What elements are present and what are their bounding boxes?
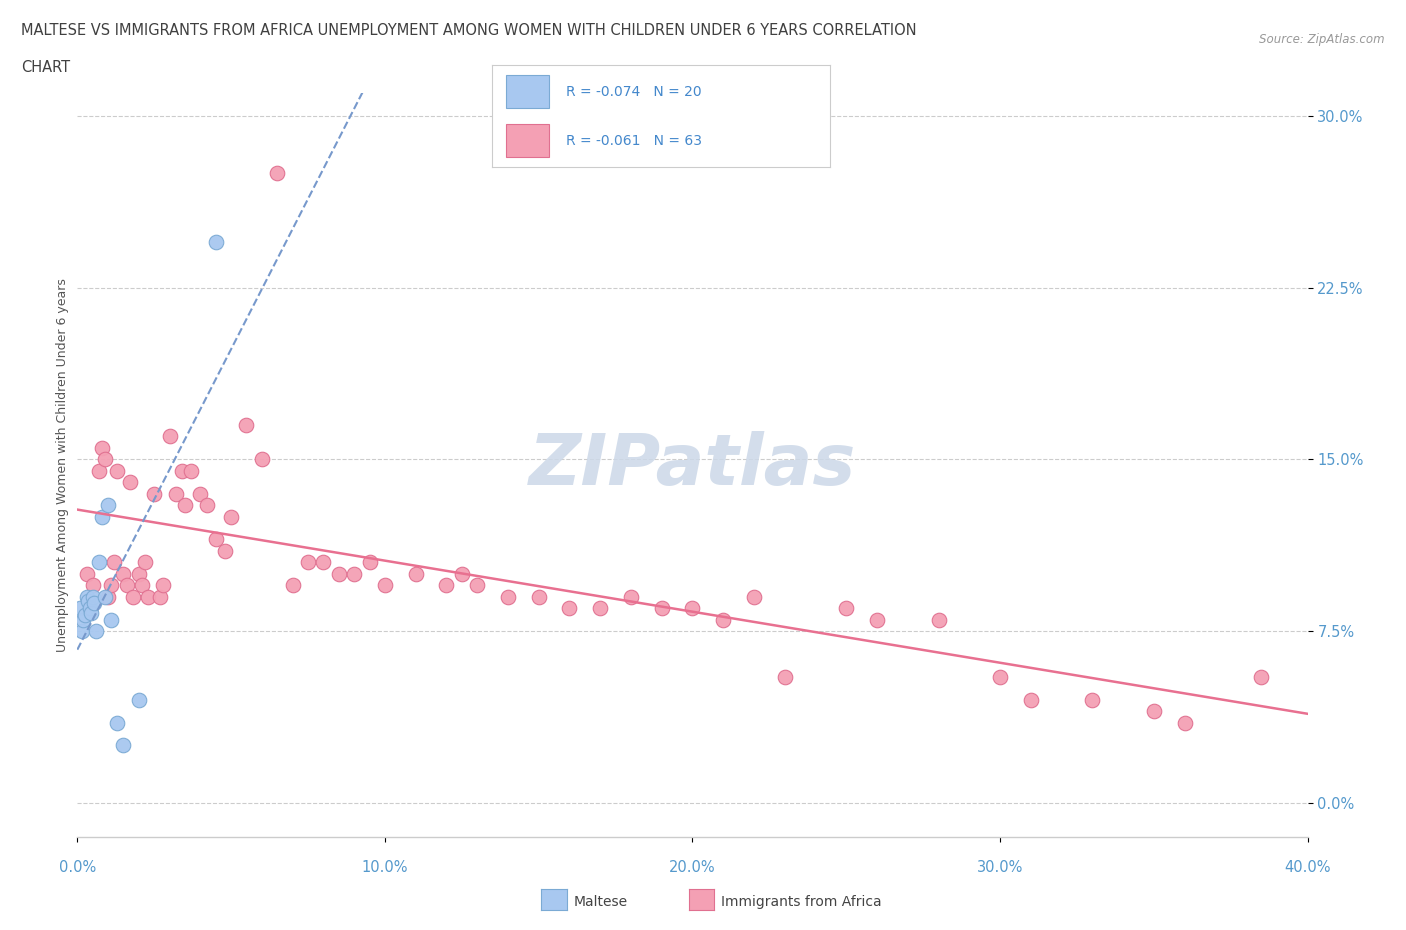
Point <box>128 566 150 581</box>
Point <box>496 590 519 604</box>
Point <box>83 596 105 611</box>
Text: Source: ZipAtlas.com: Source: ZipAtlas.com <box>1260 33 1385 46</box>
Point <box>94 452 117 467</box>
Point <box>112 566 135 581</box>
Text: R = -0.061   N = 63: R = -0.061 N = 63 <box>567 134 703 148</box>
Point <box>235 418 257 432</box>
Point <box>188 486 212 501</box>
Point <box>97 590 120 604</box>
Point <box>1081 692 1104 707</box>
Point <box>97 498 120 512</box>
Point <box>118 474 141 489</box>
Point <box>180 463 202 478</box>
Text: MALTESE VS IMMIGRANTS FROM AFRICA UNEMPLOYMENT AMONG WOMEN WITH CHILDREN UNDER 6: MALTESE VS IMMIGRANTS FROM AFRICA UNEMPL… <box>21 23 917 38</box>
Point <box>152 578 174 592</box>
Point <box>266 166 288 180</box>
Point <box>328 566 350 581</box>
Point <box>374 578 396 592</box>
Point <box>450 566 472 581</box>
Text: R = -0.074   N = 20: R = -0.074 N = 20 <box>567 85 702 99</box>
Text: 10.0%: 10.0% <box>361 860 408 875</box>
Point <box>121 590 143 604</box>
Point <box>711 612 734 627</box>
Point <box>131 578 153 592</box>
Point <box>76 590 98 604</box>
Point <box>82 578 104 592</box>
Text: Maltese: Maltese <box>574 895 627 910</box>
Point <box>112 738 135 753</box>
Point <box>195 498 218 512</box>
Point <box>69 601 91 616</box>
Point <box>204 234 226 249</box>
Text: 0.0%: 0.0% <box>59 860 96 875</box>
Point <box>651 601 673 616</box>
Text: ZIPatlas: ZIPatlas <box>529 431 856 499</box>
Point <box>100 612 122 627</box>
Point <box>165 486 187 501</box>
Point <box>73 607 96 622</box>
Point <box>70 623 93 638</box>
Point <box>84 623 107 638</box>
Point <box>100 578 122 592</box>
Point <box>72 612 94 627</box>
Text: 40.0%: 40.0% <box>1284 860 1331 875</box>
Point <box>250 452 273 467</box>
Point <box>219 509 242 524</box>
Text: 30.0%: 30.0% <box>977 860 1024 875</box>
Point <box>174 498 197 512</box>
Point <box>80 605 103 620</box>
Text: Immigrants from Africa: Immigrants from Africa <box>721 895 882 910</box>
Point <box>343 566 366 581</box>
Bar <box>506 125 550 157</box>
Point <box>143 486 166 501</box>
Point <box>204 532 226 547</box>
Point <box>87 463 110 478</box>
Point <box>115 578 138 592</box>
Point <box>128 692 150 707</box>
Y-axis label: Unemployment Among Women with Children Under 6 years: Unemployment Among Women with Children U… <box>56 278 69 652</box>
Point <box>1250 670 1272 684</box>
Point <box>465 578 488 592</box>
Point <box>103 555 125 570</box>
Bar <box>506 75 550 108</box>
Point <box>527 590 550 604</box>
Point <box>76 566 98 581</box>
Point <box>159 429 181 444</box>
Point <box>436 578 458 592</box>
Point <box>87 555 110 570</box>
Point <box>1019 692 1042 707</box>
Point <box>82 590 104 604</box>
Point <box>589 601 612 616</box>
Point <box>214 543 236 558</box>
Point <box>866 612 889 627</box>
Point <box>90 509 114 524</box>
Point <box>558 601 581 616</box>
Point <box>297 555 319 570</box>
Point <box>742 590 765 604</box>
Point <box>79 601 101 616</box>
Point <box>134 555 156 570</box>
Point <box>77 593 100 608</box>
Point <box>988 670 1011 684</box>
Text: 20.0%: 20.0% <box>669 860 716 875</box>
Point <box>773 670 796 684</box>
Point <box>105 463 128 478</box>
Point <box>405 566 427 581</box>
Point <box>94 590 117 604</box>
Text: CHART: CHART <box>21 60 70 75</box>
Point <box>281 578 304 592</box>
Point <box>136 590 159 604</box>
Point <box>359 555 381 570</box>
Point <box>312 555 335 570</box>
Point <box>835 601 858 616</box>
Point <box>928 612 950 627</box>
Point <box>682 601 704 616</box>
Point <box>1174 715 1197 730</box>
Point <box>90 441 114 456</box>
Point <box>149 590 172 604</box>
Point <box>170 463 193 478</box>
Point <box>105 715 128 730</box>
Point <box>620 590 643 604</box>
Point <box>1143 704 1166 719</box>
